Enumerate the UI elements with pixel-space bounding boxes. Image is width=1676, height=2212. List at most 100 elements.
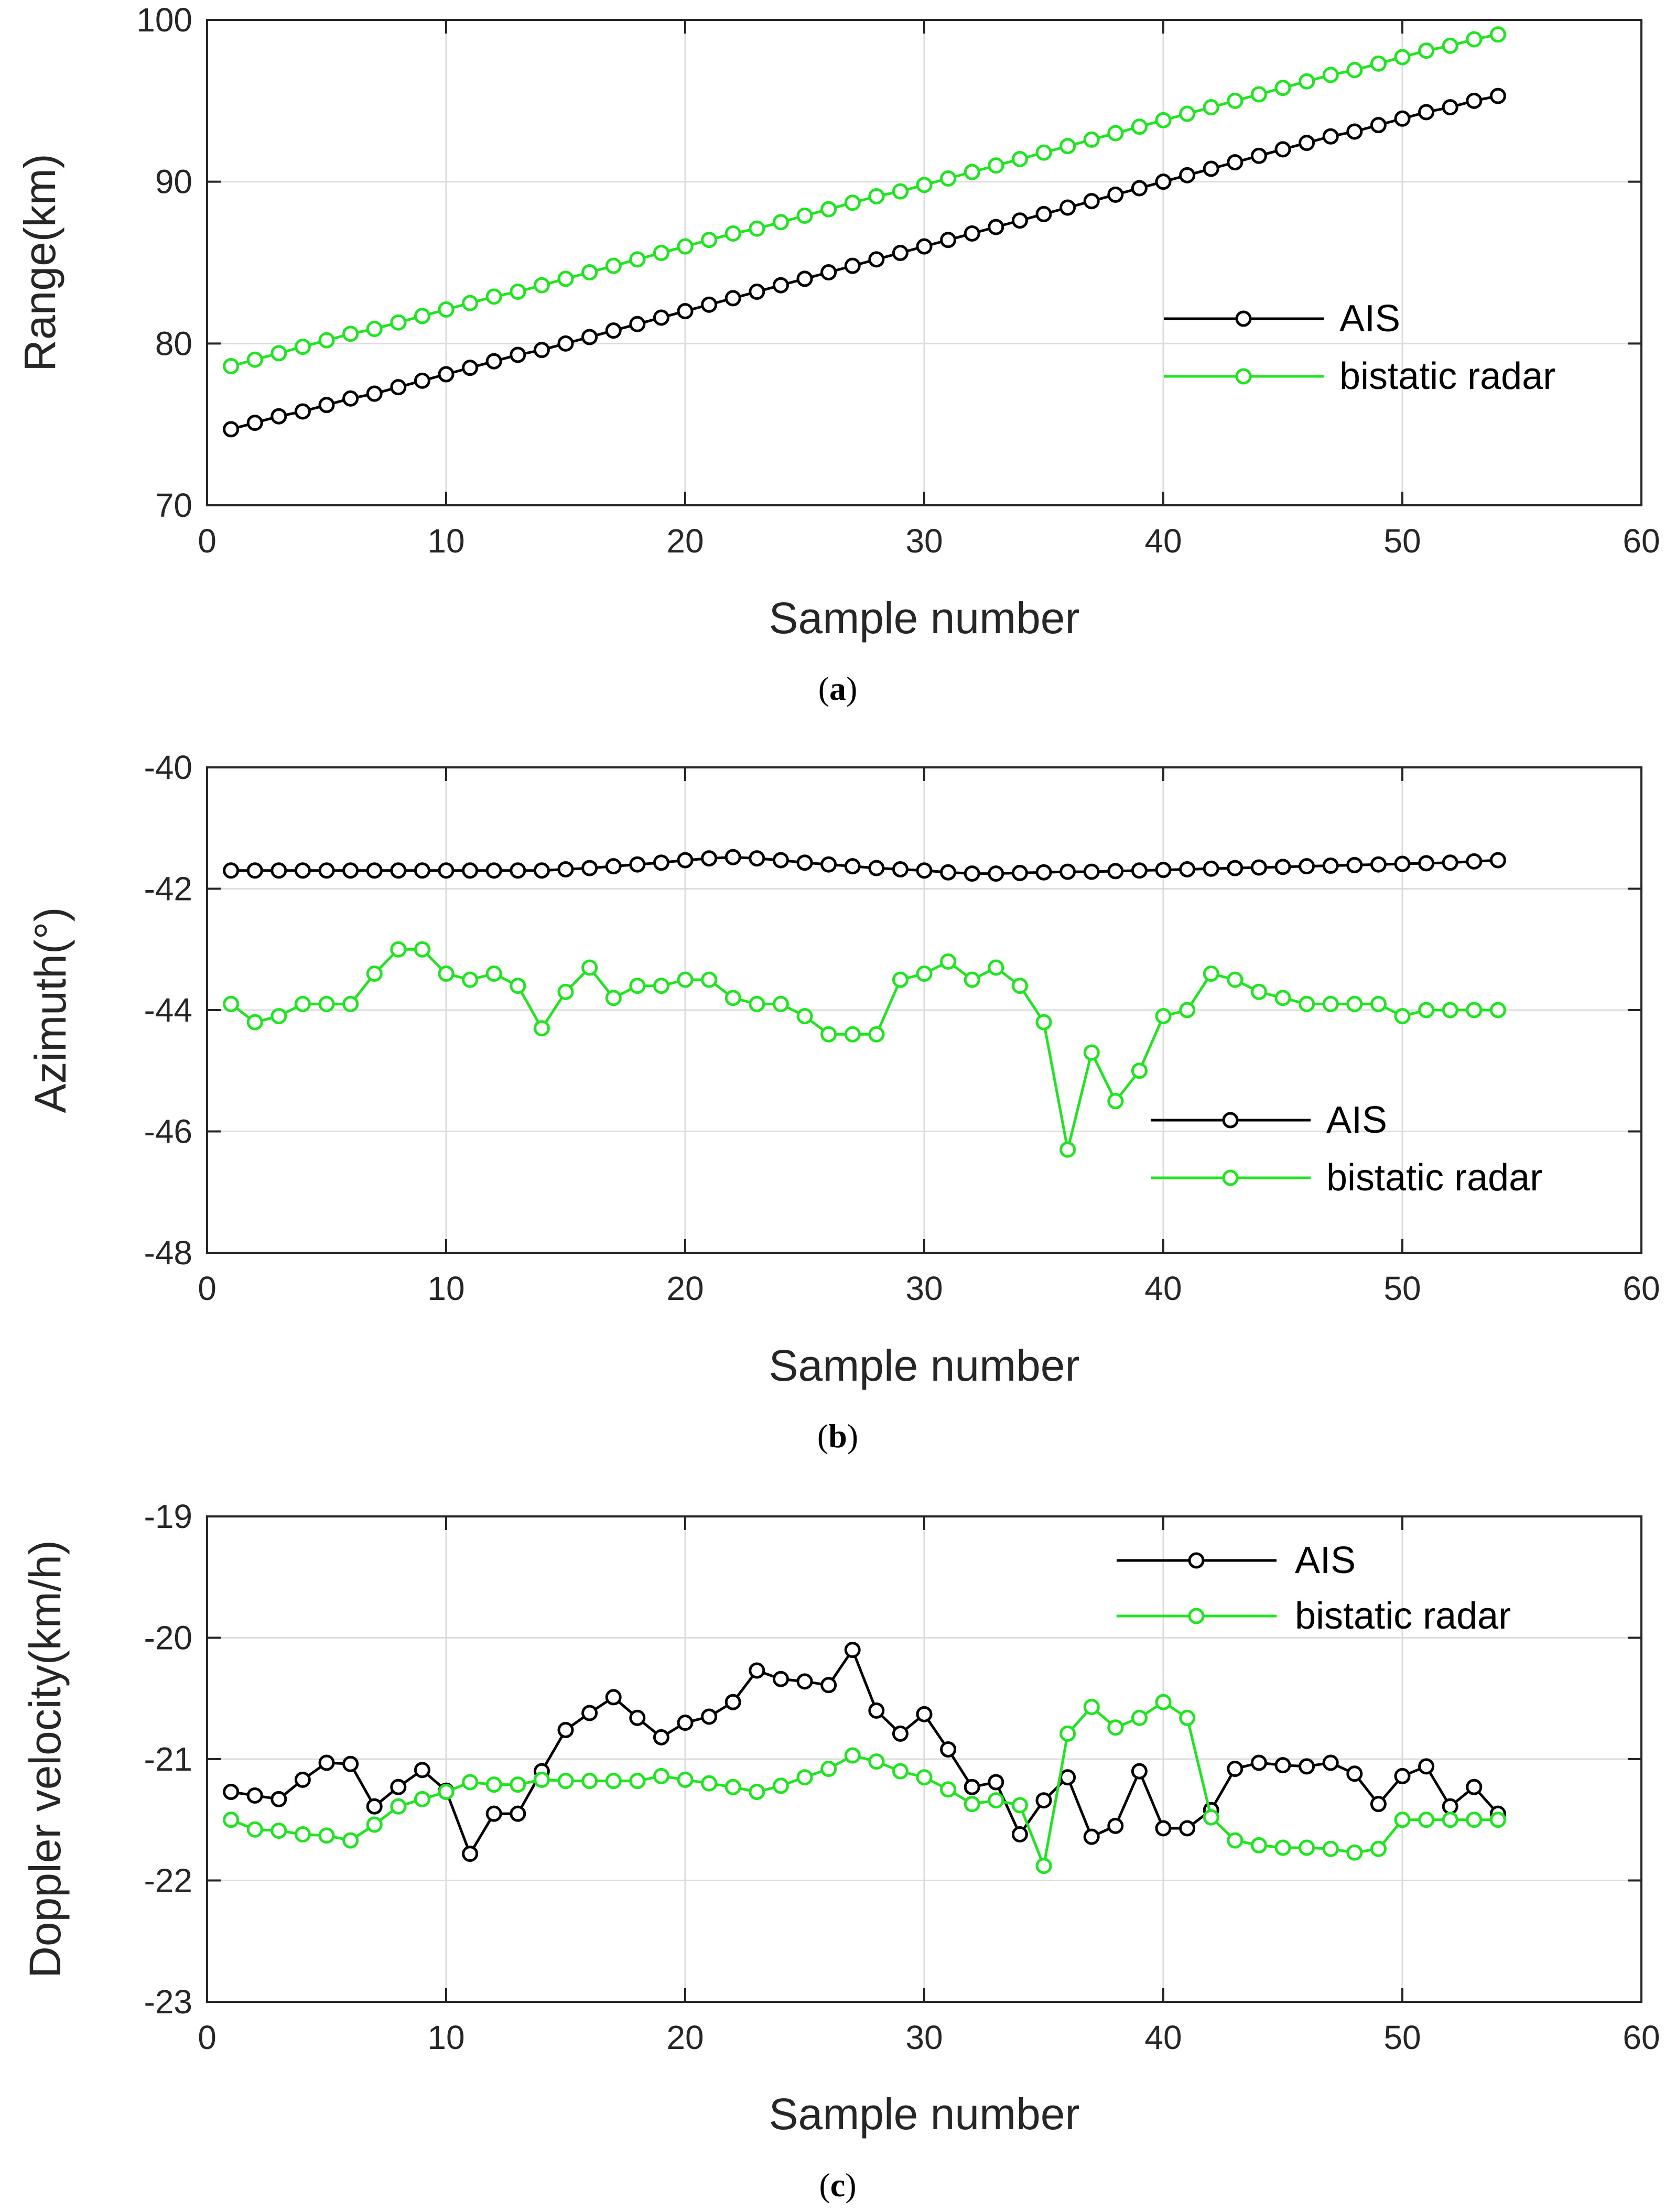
- data-point-ais: [1107, 186, 1124, 203]
- data-point-radar: [725, 990, 741, 1006]
- data-point-ais: [342, 1755, 359, 1772]
- data-point-ais: [677, 1715, 694, 1731]
- data-point-radar: [1107, 1719, 1124, 1736]
- y-tick-label: 100: [136, 1, 192, 39]
- data-point-radar: [1203, 1809, 1219, 1826]
- data-point-radar: [1418, 1002, 1435, 1018]
- data-point-radar: [342, 326, 359, 342]
- data-point-radar: [868, 1753, 885, 1770]
- panel-c-ticks: 0 10 20 30 40 50 60 -23 -22 -21 -20 -19: [144, 1498, 1660, 2056]
- data-point-ais: [223, 1784, 240, 1801]
- panel-a-ticks: 0 10 20 30 40 50 60 70 80 90 100: [136, 1, 1660, 560]
- data-point-ais: [414, 1762, 430, 1779]
- data-point-radar: [1346, 995, 1363, 1012]
- x-tick-label: 30: [905, 1270, 943, 1307]
- data-point-ais: [533, 342, 550, 359]
- data-point-radar: [677, 971, 694, 988]
- data-point-radar: [294, 995, 311, 1012]
- data-point-ais: [605, 322, 622, 339]
- legend-marker-ais: [1222, 1112, 1239, 1129]
- data-point-radar: [510, 1776, 526, 1793]
- data-point-radar: [1299, 995, 1315, 1012]
- data-point-radar: [557, 270, 574, 287]
- data-point-ais: [1394, 855, 1411, 872]
- legend-label-radar: bistatic radar: [1339, 355, 1555, 397]
- x-tick-label: 20: [666, 2019, 704, 2056]
- data-point-ais: [581, 329, 598, 345]
- data-point-radar: [390, 1798, 407, 1815]
- data-point-radar: [749, 220, 765, 237]
- legend-marker-ais: [1188, 1552, 1205, 1569]
- data-point-ais: [653, 1729, 669, 1745]
- data-point-ais: [1346, 856, 1363, 873]
- data-point-radar: [1370, 55, 1387, 72]
- data-point-ais: [916, 238, 933, 255]
- data-point-radar: [414, 308, 430, 324]
- data-point-ais: [366, 1798, 383, 1815]
- data-point-ais: [796, 854, 813, 871]
- data-point-radar: [318, 995, 335, 1012]
- panel-c-legend: AIS bistatic radar: [1117, 1539, 1511, 1637]
- data-point-radar: [820, 201, 837, 218]
- data-point-ais: [438, 862, 455, 879]
- x-tick-label: 50: [1383, 1270, 1421, 1307]
- data-point-radar: [390, 941, 407, 958]
- data-point-radar: [1179, 1002, 1196, 1018]
- data-point-radar: [677, 238, 694, 255]
- data-point-ais: [1299, 858, 1315, 875]
- panel-c-series: [223, 1642, 1506, 1874]
- data-point-radar: [1394, 1812, 1411, 1828]
- data-point-radar: [1466, 1812, 1483, 1828]
- data-point-ais: [1227, 1761, 1244, 1777]
- data-point-ais: [940, 232, 957, 248]
- data-point-radar: [844, 1026, 861, 1043]
- y-tick-label: 80: [155, 324, 192, 362]
- data-point-ais: [485, 862, 502, 879]
- data-point-ais: [653, 854, 669, 871]
- data-point-ais: [318, 1754, 335, 1771]
- data-point-ais: [294, 862, 311, 879]
- data-point-radar: [485, 1776, 502, 1793]
- panel-b-ylabel: Azimuth(°): [26, 907, 75, 1113]
- legend-marker-ais: [1235, 310, 1252, 327]
- data-point-ais: [1274, 141, 1291, 158]
- data-point-ais: [820, 1677, 837, 1694]
- data-point-ais: [271, 1791, 287, 1807]
- data-point-ais: [1466, 853, 1483, 870]
- data-point-ais: [1322, 128, 1339, 145]
- panel-a: 0 10 20 30 40 50 60 70 80 90 100 Sample number Ran…: [15, 1, 1660, 707]
- data-point-radar: [1155, 112, 1172, 128]
- data-point-ais: [1083, 193, 1100, 210]
- x-tick-label: 50: [1383, 2019, 1421, 2056]
- data-point-ais: [1418, 104, 1435, 121]
- data-point-ais: [271, 408, 287, 425]
- data-point-radar: [653, 1768, 669, 1784]
- data-point-ais: [964, 865, 980, 882]
- data-point-radar: [629, 1773, 646, 1790]
- legend-label-ais: AIS: [1339, 298, 1400, 340]
- data-point-ais: [1489, 88, 1506, 104]
- data-point-radar: [988, 1792, 1004, 1809]
- x-tick-label: 60: [1623, 522, 1660, 560]
- data-point-ais: [892, 861, 909, 877]
- data-point-ais: [1011, 864, 1028, 881]
- data-point-radar: [342, 995, 359, 1012]
- data-point-radar: [366, 966, 383, 982]
- data-point-radar: [510, 284, 526, 300]
- data-point-ais: [485, 1805, 502, 1822]
- data-point-ais: [725, 1694, 741, 1710]
- data-point-ais: [318, 397, 335, 414]
- data-point-ais: [1011, 1826, 1028, 1843]
- data-point-ais: [701, 296, 718, 313]
- data-point-ais: [1179, 1820, 1196, 1837]
- data-point-radar: [294, 339, 311, 355]
- data-point-ais: [940, 1741, 957, 1758]
- data-point-ais: [246, 415, 263, 431]
- data-point-ais: [629, 316, 646, 332]
- data-point-radar: [1274, 80, 1291, 96]
- data-point-radar: [1179, 105, 1196, 122]
- data-point-ais: [1035, 205, 1052, 222]
- data-point-ais: [1442, 1798, 1458, 1815]
- data-point-radar: [749, 995, 765, 1012]
- data-point-ais: [1274, 859, 1291, 875]
